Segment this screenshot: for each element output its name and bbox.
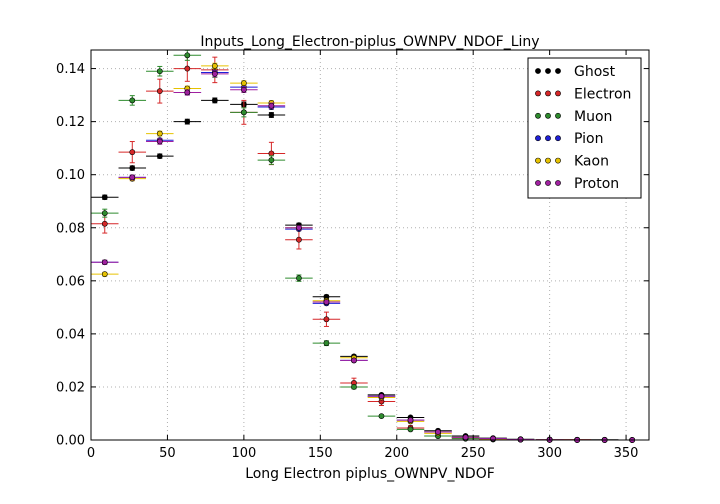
legend-marker bbox=[535, 90, 541, 97]
series-layer bbox=[91, 49, 646, 443]
legend-marker bbox=[545, 112, 551, 119]
legend-label: Kaon bbox=[574, 154, 609, 170]
chart-title: Inputs_Long_Electron-piplus_OWNPV_NDOF_L… bbox=[200, 34, 539, 50]
legend-label: Proton bbox=[574, 176, 619, 192]
data-point bbox=[156, 68, 163, 75]
legend-label: Electron bbox=[574, 86, 631, 102]
legend-marker bbox=[535, 180, 541, 186]
y-tick-label: 0.12 bbox=[56, 115, 85, 130]
series-proton bbox=[91, 70, 646, 443]
data-point bbox=[129, 149, 136, 156]
data-point bbox=[156, 153, 163, 160]
y-tick-label: 0.02 bbox=[56, 380, 85, 395]
data-point bbox=[351, 384, 357, 390]
data-point bbox=[240, 86, 247, 93]
data-point bbox=[129, 174, 136, 181]
legend: Ghost Electron Muon Pion Kaon Proton bbox=[527, 57, 642, 199]
data-point bbox=[184, 89, 191, 96]
legend-label: Ghost bbox=[574, 64, 616, 80]
y-tick-label: 0.10 bbox=[56, 168, 85, 183]
x-axis-label: Long Electron piplus_OWNPV_NDOF bbox=[245, 466, 495, 482]
legend-marker bbox=[545, 135, 551, 142]
data-point bbox=[184, 52, 191, 59]
x-tick-label: 250 bbox=[461, 446, 486, 461]
data-point bbox=[101, 271, 108, 278]
data-point bbox=[240, 109, 247, 116]
data-point bbox=[268, 112, 275, 118]
data-point bbox=[462, 434, 469, 441]
legend-marker bbox=[535, 112, 541, 119]
axis-ticks: 0 50 100 150 200 250 300 350 0.00 0.02 0.04 0.06 0.0… bbox=[56, 50, 649, 461]
legend-box bbox=[527, 57, 642, 199]
legend-marker bbox=[555, 90, 561, 97]
data-point bbox=[351, 357, 357, 364]
x-tick-label: 150 bbox=[308, 446, 333, 461]
data-point bbox=[240, 80, 247, 87]
legend-marker bbox=[545, 157, 551, 164]
data-point bbox=[211, 70, 218, 77]
x-tick-label: 350 bbox=[614, 446, 639, 461]
x-tick-label: 100 bbox=[231, 446, 256, 461]
data-point bbox=[129, 165, 136, 171]
data-point bbox=[101, 194, 108, 201]
data-point bbox=[323, 340, 330, 347]
legend-marker bbox=[545, 90, 551, 97]
y-tick-label: 0.14 bbox=[56, 62, 85, 77]
data-point bbox=[407, 417, 414, 424]
y-tick-label: 0.00 bbox=[56, 434, 85, 449]
data-point bbox=[296, 224, 302, 231]
y-tick-label: 0.08 bbox=[56, 221, 85, 236]
data-point bbox=[211, 63, 218, 69]
legend-marker bbox=[555, 135, 561, 142]
x-tick-label: 0 bbox=[87, 446, 95, 461]
legend-marker bbox=[555, 112, 561, 119]
data-point bbox=[517, 436, 524, 443]
legend-marker bbox=[555, 68, 561, 74]
data-point bbox=[268, 157, 275, 164]
y-tick-label: 0.04 bbox=[56, 327, 85, 342]
legend-label: Muon bbox=[574, 109, 612, 125]
legend-marker bbox=[555, 180, 561, 186]
plot-frame bbox=[90, 49, 650, 441]
legend-marker bbox=[535, 157, 541, 164]
data-point bbox=[296, 275, 302, 282]
legend-marker bbox=[555, 157, 561, 164]
data-point bbox=[378, 393, 385, 400]
data-point bbox=[129, 97, 136, 104]
legend-marker bbox=[545, 180, 551, 186]
data-point bbox=[435, 429, 441, 435]
y-tick-label: 0.06 bbox=[56, 274, 85, 289]
legend-marker bbox=[535, 68, 541, 74]
legend-label: Pion bbox=[574, 131, 603, 147]
data-point bbox=[101, 210, 108, 217]
data-point bbox=[268, 102, 275, 109]
data-point bbox=[211, 97, 218, 104]
legend-marker bbox=[535, 135, 541, 142]
data-point bbox=[323, 316, 330, 323]
x-tick-label: 300 bbox=[537, 446, 562, 461]
data-point bbox=[323, 299, 330, 305]
data-point bbox=[156, 138, 163, 145]
data-point bbox=[407, 426, 414, 433]
data-point bbox=[184, 118, 191, 125]
data-point bbox=[101, 220, 108, 227]
x-tick-label: 200 bbox=[384, 446, 409, 461]
data-point bbox=[156, 130, 163, 137]
data-point bbox=[101, 259, 108, 266]
x-tick-label: 50 bbox=[159, 446, 176, 461]
legend-marker bbox=[545, 68, 551, 74]
data-point bbox=[268, 150, 275, 157]
data-point bbox=[296, 236, 302, 243]
data-point bbox=[378, 413, 385, 420]
data-point bbox=[156, 88, 163, 95]
data-point bbox=[184, 65, 191, 72]
